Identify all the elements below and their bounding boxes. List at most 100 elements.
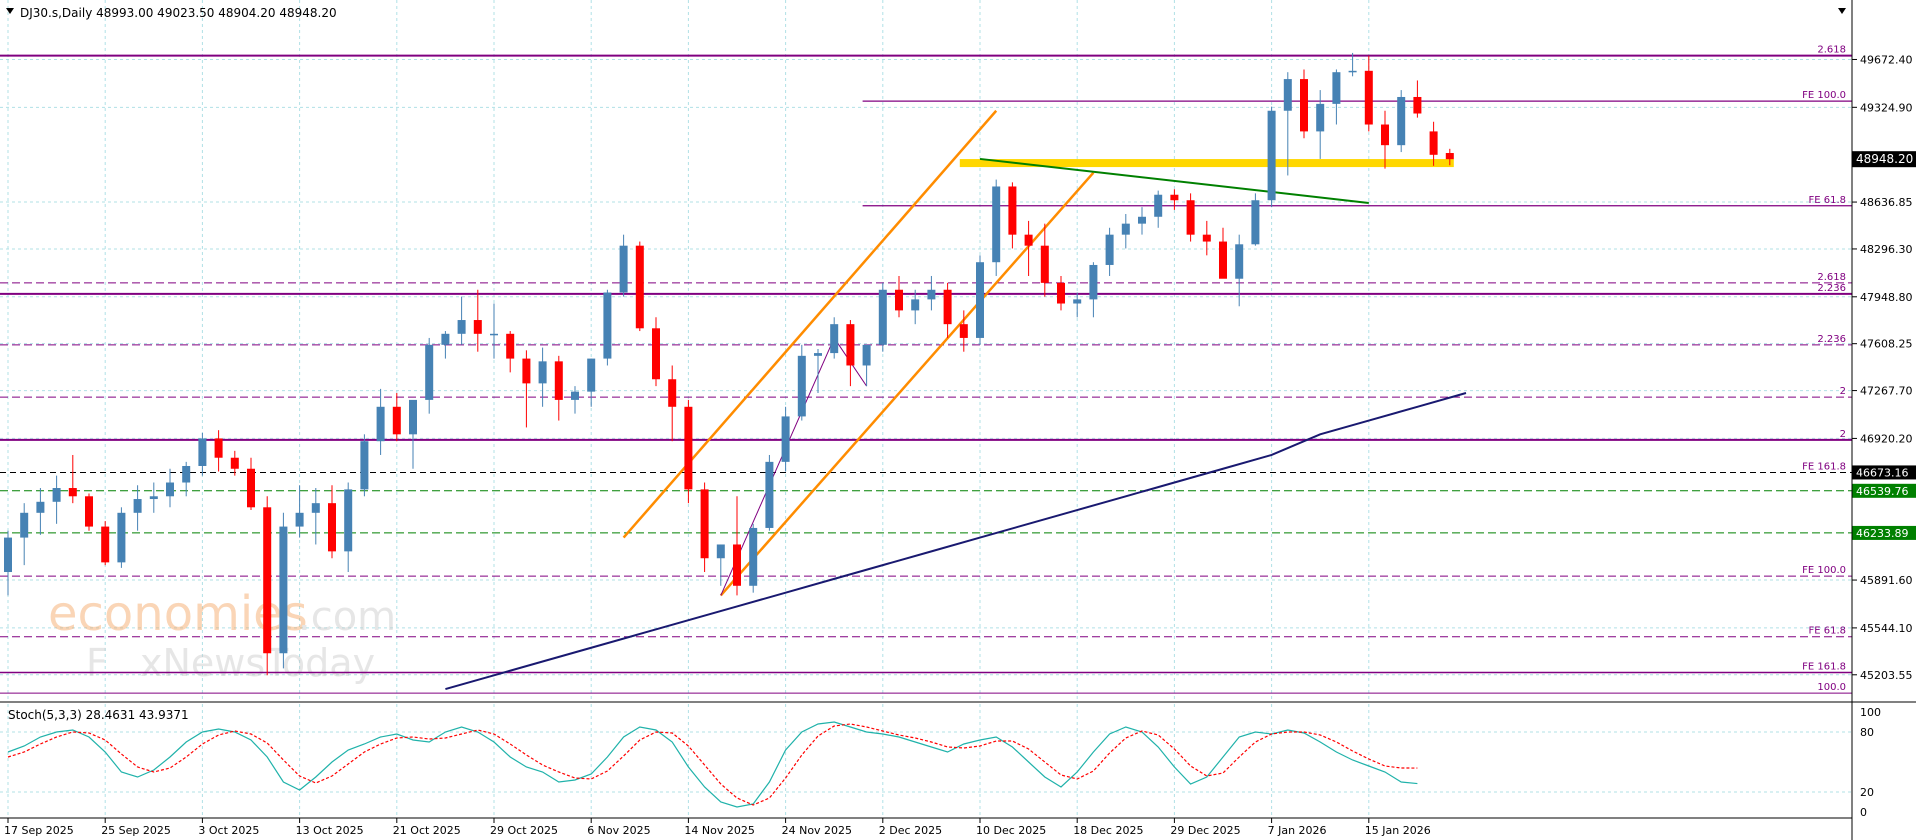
level-label: FE 61.8 — [1808, 626, 1846, 637]
candles — [4, 52, 1454, 676]
candle — [1348, 52, 1357, 77]
candle — [1186, 193, 1195, 242]
candle-body — [1316, 103, 1325, 132]
candle-body — [700, 489, 709, 559]
candle-body — [506, 333, 515, 359]
candle — [101, 521, 110, 566]
level-label: 2.618 — [1817, 272, 1846, 283]
candle-body — [814, 353, 822, 356]
candle — [846, 320, 855, 387]
candle — [1089, 262, 1098, 318]
symbol-arrow-icon — [6, 8, 14, 14]
stoch-level-label: 100 — [1860, 706, 1881, 719]
y-tick-label: 45891.60 — [1860, 574, 1913, 587]
x-tick-label: 21 Oct 2025 — [393, 824, 461, 837]
candle-body — [52, 488, 61, 502]
candle-body — [68, 488, 77, 497]
candle-body — [1154, 194, 1163, 217]
stoch-d-line — [7, 723, 1418, 806]
candle — [571, 386, 579, 414]
candle-body — [311, 503, 320, 513]
x-tick-label: 3 Oct 2025 — [198, 824, 259, 837]
x-tick-label: 10 Dec 2025 — [976, 824, 1046, 837]
candle — [36, 488, 45, 535]
candle — [376, 388, 385, 455]
candle-body — [4, 537, 12, 573]
candle-body — [797, 355, 806, 417]
candle-body — [360, 441, 369, 490]
candle — [311, 488, 320, 545]
candle-body — [101, 526, 110, 563]
candle-body — [409, 399, 417, 435]
candle-body — [781, 416, 790, 462]
candle-body — [1040, 245, 1049, 283]
y-axis: 49672.40 49324.90 48636.85 48296.30 47948.80… — [1851, 0, 1913, 840]
candle-body — [376, 406, 385, 442]
level-label: 100.0 — [1817, 682, 1846, 693]
candle-body — [1267, 110, 1276, 201]
candle — [684, 399, 693, 504]
candle — [635, 241, 644, 332]
candle-body — [1170, 194, 1179, 201]
candle-body — [895, 289, 903, 311]
candle — [1138, 207, 1146, 235]
candle — [749, 523, 758, 593]
candle — [1073, 292, 1082, 318]
y-tick-label: 45203.55 — [1860, 669, 1913, 682]
candle-body — [992, 186, 1001, 263]
stoch-title: Stoch(5,3,3) 28.4631 43.9371 — [8, 708, 189, 722]
support-zone — [959, 159, 1454, 168]
candle-body — [733, 544, 741, 586]
candle-body — [522, 358, 531, 384]
candle-body — [441, 333, 450, 345]
candle — [230, 450, 239, 476]
x-tick-label: 7 Jan 2026 — [1268, 824, 1327, 837]
candle-body — [943, 289, 952, 325]
stoch-level-labels: 100 80 20 0 — [1860, 706, 1881, 819]
level-label: FE 100.0 — [1802, 90, 1846, 101]
candle-body — [878, 289, 887, 345]
candle — [506, 331, 515, 373]
level-label: 2.236 — [1817, 334, 1846, 345]
level-label: FE 161.8 — [1802, 461, 1846, 472]
candle — [992, 179, 1001, 276]
candle-body — [1235, 244, 1244, 279]
x-tick-label: 29 Oct 2025 — [490, 824, 558, 837]
candle — [1105, 227, 1114, 276]
candle — [538, 347, 547, 407]
candle-body — [182, 465, 191, 483]
candle — [117, 507, 126, 568]
candle — [700, 482, 709, 573]
candle — [133, 485, 142, 531]
candle — [4, 530, 12, 596]
x-tick-label: 17 Sep 2025 — [4, 824, 74, 837]
y-tick-label: 46920.20 — [1860, 432, 1913, 445]
candle-body — [862, 344, 871, 366]
scroll-right-icon[interactable] — [1838, 8, 1846, 14]
candle-body — [1413, 96, 1422, 114]
candle-body — [166, 482, 174, 497]
candle — [1202, 220, 1211, 256]
candle-body — [1397, 96, 1406, 146]
candle-body — [976, 262, 984, 338]
candle — [328, 485, 336, 559]
candle-body — [927, 289, 936, 300]
candle — [68, 454, 77, 504]
candle — [554, 355, 563, 421]
candle — [1267, 106, 1276, 208]
support-zone-bar — [959, 159, 1454, 168]
candle-body — [1445, 153, 1454, 160]
candle — [441, 331, 450, 359]
watermark-line2-b: xNewsToday — [140, 641, 375, 685]
candle-body — [1251, 200, 1260, 245]
candle — [149, 482, 158, 513]
candle-body — [149, 496, 158, 500]
candle-body — [1364, 70, 1373, 125]
stoch-level-label: 80 — [1860, 726, 1874, 739]
candle-body — [846, 324, 855, 366]
candle-body — [1300, 79, 1308, 132]
candle — [927, 275, 936, 311]
candle — [1154, 190, 1163, 228]
candle — [1170, 189, 1179, 210]
